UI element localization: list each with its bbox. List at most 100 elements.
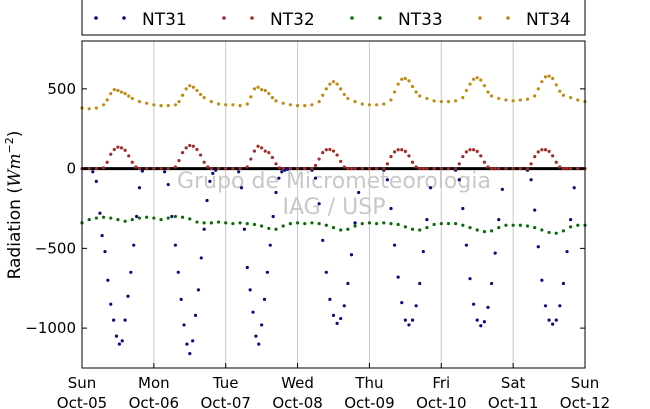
data-point xyxy=(475,318,479,322)
data-point xyxy=(396,222,400,227)
data-point xyxy=(346,281,350,286)
data-point xyxy=(382,167,386,171)
data-point xyxy=(98,211,102,215)
legend-item-nt33: NT33 xyxy=(350,10,443,30)
data-point xyxy=(346,96,350,101)
data-point xyxy=(461,96,465,100)
data-point xyxy=(385,178,389,182)
data-point xyxy=(339,87,343,91)
data-point xyxy=(547,230,551,235)
data-point xyxy=(536,87,540,91)
data-point xyxy=(260,224,264,228)
data-point xyxy=(367,221,372,225)
data-point xyxy=(569,225,573,229)
data-point xyxy=(382,102,386,106)
data-point xyxy=(400,77,404,81)
data-point xyxy=(274,162,278,166)
data-point xyxy=(457,178,461,182)
data-point xyxy=(285,167,290,172)
data-point xyxy=(127,94,131,98)
data-point xyxy=(252,149,257,153)
data-point xyxy=(554,160,558,164)
x-tick-label-day: Tue xyxy=(212,374,239,392)
data-point xyxy=(166,167,170,171)
data-point xyxy=(511,167,515,171)
data-point xyxy=(184,146,188,150)
data-point xyxy=(425,96,429,101)
data-point xyxy=(130,160,134,164)
x-tick-label-date: Oct-12 xyxy=(560,394,610,409)
data-point xyxy=(418,228,422,232)
data-point xyxy=(482,230,486,234)
data-point xyxy=(191,85,195,89)
data-point xyxy=(134,165,138,169)
data-point xyxy=(196,288,201,292)
data-point xyxy=(439,167,443,171)
x-tick-label-day: Sat xyxy=(501,374,526,392)
data-point xyxy=(184,87,188,91)
data-point xyxy=(375,103,379,107)
legend-marker xyxy=(122,16,126,20)
data-point xyxy=(425,167,429,171)
y-axis-label: Radiation (Wm−2) xyxy=(3,131,25,280)
data-point xyxy=(339,228,343,232)
data-point xyxy=(224,103,228,107)
data-point xyxy=(181,93,185,97)
data-point xyxy=(206,165,210,169)
data-point xyxy=(238,104,242,108)
data-point xyxy=(392,90,397,94)
data-point xyxy=(475,149,479,153)
data-point xyxy=(245,102,249,106)
data-point xyxy=(268,243,272,247)
data-point xyxy=(489,167,494,171)
data-point xyxy=(321,238,325,242)
data-point xyxy=(400,148,404,152)
data-point xyxy=(281,224,285,228)
data-point xyxy=(331,226,336,230)
data-point xyxy=(145,101,149,105)
data-point xyxy=(166,104,170,108)
data-point xyxy=(392,150,397,154)
data-point xyxy=(446,222,451,226)
data-point xyxy=(145,167,149,171)
data-point xyxy=(407,79,411,83)
data-point xyxy=(551,76,555,81)
data-point xyxy=(457,162,461,166)
data-point xyxy=(389,206,393,211)
x-tick-label-day: Sun xyxy=(68,374,97,392)
data-point xyxy=(117,342,121,346)
x-tick-label-date: Oct-10 xyxy=(416,394,466,409)
data-point xyxy=(410,227,415,231)
data-point xyxy=(407,154,411,158)
data-point xyxy=(349,253,354,257)
data-point xyxy=(188,84,192,88)
data-point xyxy=(561,229,566,233)
data-point xyxy=(252,222,257,227)
legend-label: NT32 xyxy=(270,10,315,30)
x-tick-label-day: Sun xyxy=(571,374,600,392)
data-point xyxy=(353,221,357,225)
data-point xyxy=(572,186,576,190)
data-point xyxy=(407,323,411,327)
data-point xyxy=(335,321,339,325)
data-point xyxy=(209,167,213,171)
data-point xyxy=(396,82,400,86)
data-point xyxy=(360,167,364,171)
data-point xyxy=(140,169,144,173)
data-point xyxy=(202,96,206,100)
data-point xyxy=(260,323,264,327)
data-point xyxy=(540,80,544,84)
data-point xyxy=(145,215,149,219)
data-point xyxy=(389,98,393,102)
data-point xyxy=(94,106,98,110)
data-point xyxy=(231,103,235,107)
data-point xyxy=(238,221,242,225)
data-point xyxy=(317,100,321,104)
data-point xyxy=(216,102,221,106)
data-point xyxy=(185,342,189,346)
data-point xyxy=(137,216,142,220)
data-point xyxy=(191,339,195,343)
data-point xyxy=(173,243,178,247)
data-point xyxy=(310,103,314,107)
data-point xyxy=(109,302,113,306)
